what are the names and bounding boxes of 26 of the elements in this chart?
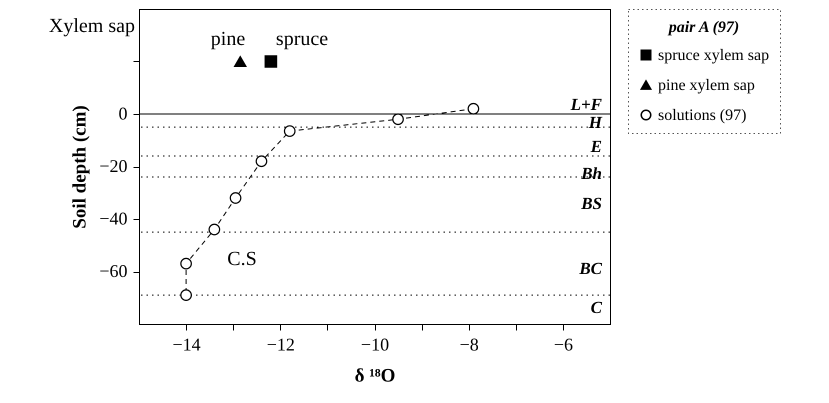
x-tick-label: −14 bbox=[172, 334, 201, 354]
x-tick-label: −12 bbox=[266, 334, 295, 354]
annotation: spruce bbox=[276, 28, 328, 50]
annotation: BC bbox=[578, 259, 603, 278]
x-axis-title: δ ¹⁸O bbox=[354, 366, 396, 386]
annotation: H bbox=[588, 113, 603, 132]
y-tick-label: −40 bbox=[99, 208, 128, 228]
legend-label: pine xylem sap bbox=[658, 77, 755, 94]
y-axis-title: Soil depth (cm) bbox=[69, 105, 90, 229]
annotation: C bbox=[590, 298, 603, 317]
annotation: L+F bbox=[570, 95, 603, 114]
y-tick-label: 0 bbox=[118, 104, 128, 124]
annotation: E bbox=[590, 137, 602, 156]
annotation: C.S bbox=[227, 248, 257, 270]
annotation: pine bbox=[210, 28, 246, 50]
annotation: Bh bbox=[580, 164, 602, 183]
x-tick-label: −10 bbox=[360, 334, 390, 354]
legend-title: pair A (97) bbox=[666, 19, 740, 36]
annotation: BS bbox=[580, 194, 602, 213]
text: Xylem sap bbox=[48, 15, 135, 37]
x-tick-label: −6 bbox=[554, 334, 573, 354]
x-tick-label: −8 bbox=[460, 334, 479, 354]
y-tick-label: −20 bbox=[99, 156, 128, 176]
legend-label: spruce xylem sap bbox=[658, 47, 770, 64]
legend-label: solutions (97) bbox=[658, 107, 746, 124]
y-tick-label: −60 bbox=[99, 261, 128, 281]
